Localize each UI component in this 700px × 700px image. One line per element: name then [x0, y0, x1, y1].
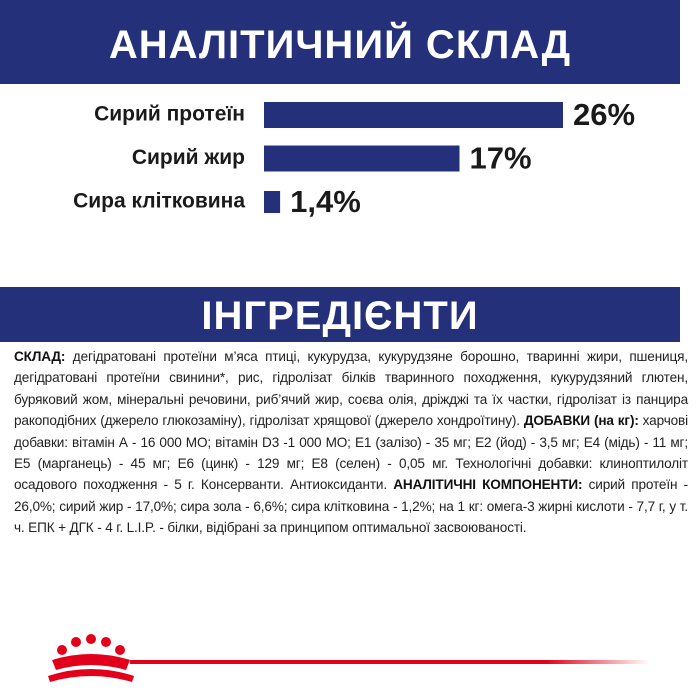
ingredients-banner: ІНГРЕДІЄНТИ — [0, 287, 680, 342]
category-label: Сирий протеїн — [94, 103, 245, 126]
chart: Сирий протеїн 26% Сирий жир 17% Сира клітков… — [73, 97, 635, 219]
bar — [264, 102, 563, 128]
crown-logo — [48, 634, 134, 682]
section-text: сирий протеїн - 26,0%; сирий жир - 17,0%… — [14, 477, 688, 536]
section-heading: ДОБАВКИ (на кг): — [523, 413, 639, 429]
section-text: дегідратовані протеїни м’яса птиці, куку… — [14, 349, 688, 429]
value-label: 17% — [470, 141, 532, 176]
category-label: Сира клітковина — [73, 190, 245, 213]
section-heading: АНАЛІТИЧНІ КОМПОНЕНТИ: — [393, 477, 583, 493]
value-label: 26% — [573, 97, 635, 132]
brand-line — [130, 660, 650, 664]
ingredients-text: СКЛАД: дегідратовані протеїни м’яса птиц… — [14, 346, 688, 539]
bar — [264, 191, 281, 213]
brand-footer — [48, 634, 650, 682]
title-banner: АНАЛІТИЧНИЙ СКЛАД — [0, 0, 680, 84]
value-label: 1,4% — [290, 184, 361, 219]
category-label: Сирий жир — [132, 146, 245, 169]
section-text: харчові добавки: вітамін А - 16 000 МО; … — [14, 413, 688, 493]
section-heading: СКЛАД: — [14, 349, 66, 364]
bar — [264, 145, 460, 172]
